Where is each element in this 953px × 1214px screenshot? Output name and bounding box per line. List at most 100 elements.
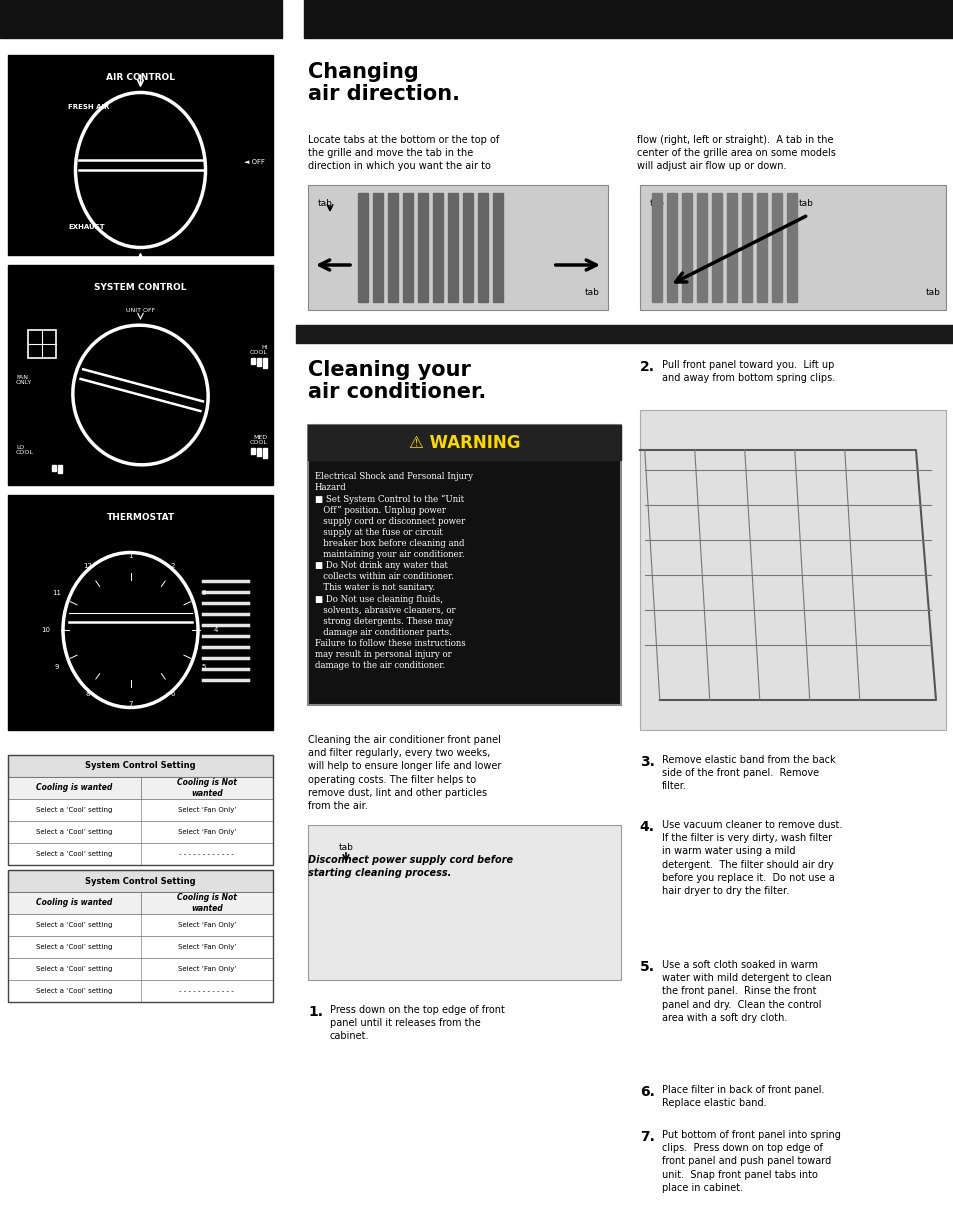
Text: tab: tab [317, 199, 333, 208]
Text: 5: 5 [202, 664, 206, 670]
Text: System Control Setting: System Control Setting [85, 877, 195, 885]
Bar [8, 265, 273, 486]
Bar [58, 465, 62, 473]
Text: Locate tabs at the bottom or the top of
the grille and move the tab in the
direc: Locate tabs at the bottom or the top of … [308, 135, 498, 171]
Text: FAN
ONLY: FAN ONLY [16, 375, 32, 385]
Bar [726, 193, 736, 302]
Bar [477, 193, 488, 302]
Text: 2: 2 [171, 563, 175, 569]
Text: - - - - - - - - - - - -: - - - - - - - - - - - - [179, 851, 233, 857]
Text: - - - - - - - - - - - -: - - - - - - - - - - - - [179, 988, 233, 994]
Text: Press down on the top edge of front
panel until it releases from the
cabinet.: Press down on the top edge of front pane… [330, 1005, 504, 1042]
Bar [8, 870, 273, 1002]
Text: AIR CONTROL: AIR CONTROL [106, 73, 174, 81]
Text: Cooling is Not
wanted: Cooling is Not wanted [176, 778, 236, 798]
Text: Put bottom of front panel into spring
clips.  Press down on top edge of
front pa: Put bottom of front panel into spring cl… [661, 1130, 840, 1193]
Bar [8, 843, 273, 866]
Bar [8, 495, 273, 730]
Text: 1: 1 [128, 554, 132, 560]
Text: THERMOSTAT: THERMOSTAT [107, 512, 174, 522]
Bar [448, 193, 457, 302]
Text: Cooling is wanted: Cooling is wanted [36, 783, 112, 793]
Bar [681, 193, 691, 302]
Text: 2.: 2. [639, 361, 654, 374]
Text: UNIT OFF: UNIT OFF [126, 307, 155, 312]
Bar [256, 448, 261, 456]
Bar [666, 193, 676, 302]
Text: 4.: 4. [639, 819, 654, 834]
Bar [639, 185, 945, 310]
Bar [651, 193, 661, 302]
Text: 12: 12 [84, 563, 92, 569]
Bar [417, 193, 428, 302]
Bar [308, 425, 620, 460]
Bar [8, 958, 273, 980]
Bar [251, 358, 254, 364]
Bar [295, 325, 953, 344]
Bar [373, 193, 382, 302]
Text: ⚠ WARNING: ⚠ WARNING [408, 433, 519, 452]
Text: Cooling is wanted: Cooling is wanted [36, 898, 112, 908]
Bar [8, 777, 273, 799]
Text: Select ‘Fan Only’: Select ‘Fan Only’ [177, 944, 235, 951]
Text: tab: tab [584, 288, 599, 296]
Bar [8, 55, 273, 255]
Bar [304, 0, 953, 38]
Bar [28, 330, 56, 358]
Text: Select a ‘Cool’ setting: Select a ‘Cool’ setting [36, 829, 112, 835]
Text: ◄ OFF: ◄ OFF [244, 159, 265, 165]
Bar [741, 193, 751, 302]
Text: Select a ‘Cool’ setting: Select a ‘Cool’ setting [36, 807, 112, 813]
Text: Select ‘Fan Only’: Select ‘Fan Only’ [177, 921, 235, 927]
Bar [8, 870, 273, 892]
Bar [696, 193, 706, 302]
Text: 11: 11 [52, 590, 61, 596]
Bar [493, 193, 502, 302]
Text: Select a ‘Cool’ setting: Select a ‘Cool’ setting [36, 966, 112, 972]
Text: 9: 9 [54, 664, 59, 670]
Text: Cleaning the air conditioner front panel
and filter regularly, every two weeks,
: Cleaning the air conditioner front panel… [308, 734, 501, 811]
Bar [8, 936, 273, 958]
Bar [771, 193, 781, 302]
Text: tab: tab [799, 199, 813, 208]
Text: flow (right, left or straight).  A tab in the
center of the grille area on some : flow (right, left or straight). A tab in… [637, 135, 835, 171]
Text: 8: 8 [86, 691, 91, 697]
Bar [8, 755, 273, 866]
Text: Changing
air direction.: Changing air direction. [308, 62, 459, 104]
Text: Remove elastic band from the back
side of the front panel.  Remove
filter.: Remove elastic band from the back side o… [661, 755, 835, 792]
Text: SYSTEM CONTROL: SYSTEM CONTROL [94, 283, 187, 291]
Text: tab: tab [649, 199, 664, 208]
Bar [8, 821, 273, 843]
Text: LO
COOL: LO COOL [16, 444, 34, 455]
Text: 1.: 1. [308, 1005, 323, 1019]
Text: tab: tab [338, 843, 353, 851]
Bar [711, 193, 721, 302]
Text: Select a ‘Cool’ setting: Select a ‘Cool’ setting [36, 988, 112, 994]
Text: HI
COOL: HI COOL [250, 345, 268, 356]
Bar [0, 0, 282, 38]
Bar [8, 755, 273, 777]
Text: Use vacuum cleaner to remove dust.
If the filter is very dirty, wash filter
in w: Use vacuum cleaner to remove dust. If th… [661, 819, 841, 896]
Bar [462, 193, 473, 302]
Text: Select ‘Fan Only’: Select ‘Fan Only’ [177, 807, 235, 813]
Text: Use a soft cloth soaked in warm
water with mild detergent to clean
the front pan: Use a soft cloth soaked in warm water wi… [661, 960, 831, 1023]
Text: 5.: 5. [639, 960, 654, 974]
Bar [357, 193, 368, 302]
Text: 7: 7 [128, 700, 132, 707]
Text: Select a ‘Cool’ setting: Select a ‘Cool’ setting [36, 921, 112, 927]
Bar [8, 799, 273, 821]
Text: 3: 3 [202, 590, 206, 596]
Bar [263, 358, 267, 368]
Text: Cooling is Not
wanted: Cooling is Not wanted [176, 894, 236, 913]
Bar [786, 193, 796, 302]
Text: 6: 6 [171, 691, 175, 697]
Bar [251, 448, 254, 454]
Bar [256, 358, 261, 365]
Text: Select a ‘Cool’ setting: Select a ‘Cool’ setting [36, 851, 112, 857]
Text: EXHAUST: EXHAUST [68, 225, 105, 229]
Bar [52, 465, 56, 471]
Text: 6.: 6. [639, 1085, 654, 1099]
Text: Cleaning your
air conditioner.: Cleaning your air conditioner. [308, 361, 486, 402]
Bar [433, 193, 442, 302]
Bar [639, 410, 945, 730]
